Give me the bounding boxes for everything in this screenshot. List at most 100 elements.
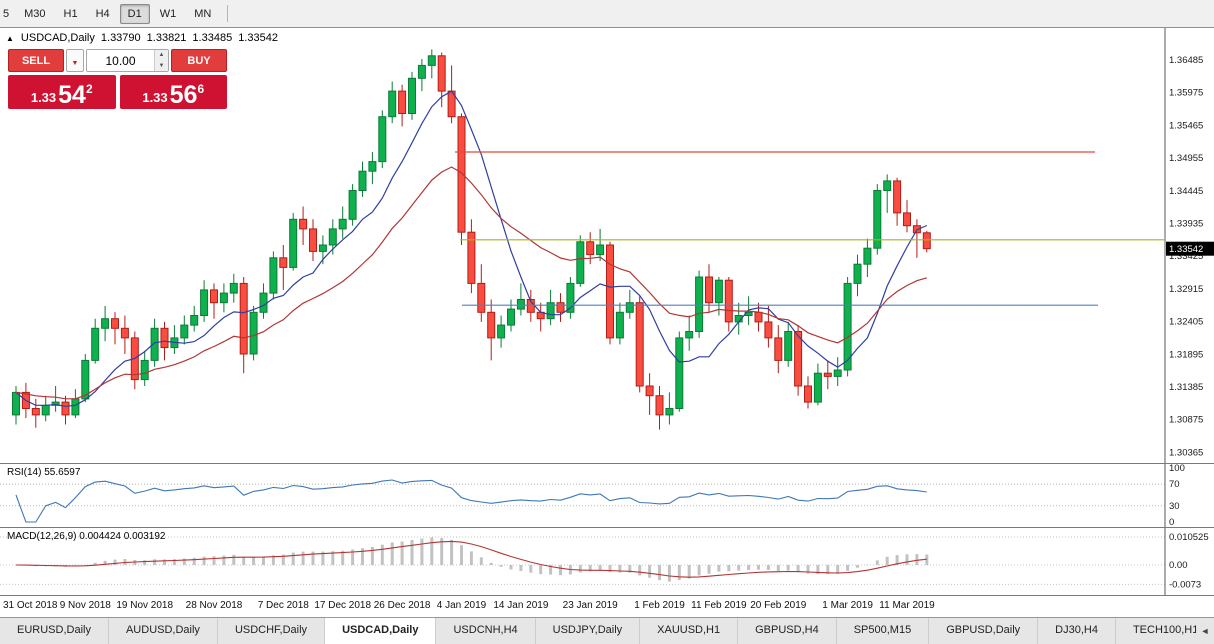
macd-histogram-bar [905,554,909,565]
chart-tab-dj30[interactable]: DJ30,H4 [1038,618,1116,644]
date-label: 11 Feb 2019 [691,600,747,611]
macd-histogram-bar [836,565,840,574]
timeframe-button-H1[interactable]: H1 [63,7,78,20]
rsi-canvas[interactable]: 100 70 30 0 [0,464,1214,527]
macd-histogram-bar [875,560,879,565]
bull-candle [229,282,238,294]
macd-histogram-bar [301,551,305,565]
timeframe-button-W1[interactable]: W1 [159,7,177,20]
price-tick-label: 1.31385 [1169,382,1203,393]
buy-button[interactable]: BUY [171,49,227,72]
chart-tab-eurusd[interactable]: EURUSD,Daily [0,618,109,644]
macd-histogram-bar [638,565,642,576]
macd-histogram-bar [806,565,810,574]
macd-histogram-bar [172,559,176,565]
macd-signal-line [15,540,927,578]
bull-candle [615,311,624,339]
volume-up-icon[interactable]: ▲ [155,50,168,61]
macd-histogram-bar [608,565,612,572]
tab-scroll-left-icon[interactable]: ◄ [1196,619,1214,644]
rsi-tick-label: 70 [1169,479,1180,490]
macd-histogram-bar [816,565,820,574]
sell-price-display[interactable]: 1.33 54 2 [8,75,116,109]
price-tick-label: 1.35465 [1169,120,1203,131]
date-label: 28 Nov 2018 [185,600,243,611]
timeframe-button-5[interactable]: 5 [3,7,10,20]
macd-histogram-bar [232,554,236,565]
rsi-panel: 100 70 30 0 RSI(14) 55.6597 [0,463,1214,527]
timeframe-button-D1[interactable]: D1 [119,3,150,24]
chart-tab-usdcad[interactable]: USDCAD,Daily [325,618,437,644]
chart-tab-sp500[interactable]: SP500,M15 [837,618,930,644]
macd-histogram-bar [271,555,275,565]
macd-histogram-bar [93,562,97,565]
macd-histogram-bar [370,547,374,565]
chart-tab-usdcnh[interactable]: USDCNH,H4 [436,618,536,644]
bull-candle [368,161,377,172]
macd-histogram-bar [677,565,681,581]
bear-candle [457,116,466,233]
timeframe-toolbar: 5 M30 H1 H4 D1 W1 MN [0,0,1214,28]
one-click-trading-toggle-icon[interactable]: ▲ [6,33,14,43]
timeframe-button-M30[interactable]: M30 [24,7,46,20]
sell-button[interactable]: SELL [8,49,64,72]
macd-name: MACD(12,26,9) [7,531,77,542]
volume-down-icon[interactable]: ▼ [155,60,168,71]
macd-tick-label: 0.010525 [1169,532,1209,543]
bull-candle [180,324,189,339]
ma-slow-line [15,166,927,400]
macd-histogram-bar [499,565,503,567]
macd-histogram-bar [163,559,166,565]
macd-histogram-bar [479,557,483,565]
volume-input[interactable] [87,50,154,71]
macd-histogram-bar [559,565,562,576]
macd-histogram-bar [658,565,661,581]
bear-candle [635,302,644,387]
volume-stepper: ▲ ▼ [154,50,168,71]
chart-tab-tech100[interactable]: TECH100,H1 [1116,618,1214,644]
bull-candle [408,77,416,114]
macd-histogram-bar [856,565,859,568]
chart-tab-xauusd[interactable]: XAUUSD,H1 [640,618,739,644]
price-tick-label: 1.32405 [1169,317,1203,328]
chart-tab-usdjpy[interactable]: USDJPY,Daily [536,618,641,644]
macd-histogram-bar [182,558,186,565]
bear-candle [705,276,713,304]
bull-candle [289,218,298,268]
price-tick-label: 1.30365 [1169,447,1203,458]
bear-candle [239,282,248,355]
macd-histogram-bar [529,565,533,573]
bull-candle [833,369,842,377]
macd-tick-label: -0.0073 [1169,579,1201,590]
chart-tab-audusd[interactable]: AUDUSD,Daily [109,618,218,644]
macd-histogram-bar [351,549,355,565]
macd-histogram-bar [885,556,889,565]
date-label: 11 Mar 2019 [879,600,935,611]
macd-histogram-bar [390,542,394,565]
price-tick-label: 1.30875 [1169,415,1203,426]
date-label: 23 Jan 2019 [562,600,618,611]
chart-tab-usdchf[interactable]: USDCHF,Daily [218,618,326,644]
buy-price-display[interactable]: 1.33 56 6 [119,75,227,109]
main-chart-canvas[interactable]: 1.36485 1.35975 1.35465 1.34955 1.34445 1.339… [0,28,1214,463]
bear-candle [774,337,783,361]
macd-signal-value: 0.003192 [123,531,166,542]
macd-histogram-bar [143,560,147,565]
bull-candle [101,318,110,329]
bear-candle [111,318,119,329]
bear-candle [61,401,70,416]
chart-tab-gbpusd[interactable]: GBPUSD,Daily [929,618,1039,644]
macd-histogram-bar [618,565,622,573]
ohlc-low: 1.33485 [192,32,233,44]
timeframe-button-H4[interactable]: H4 [95,7,110,20]
macd-histogram-bar [776,565,780,571]
bull-candle [813,372,822,403]
order-type-dropdown[interactable]: ▼ [66,49,84,72]
date-label: 1 Mar 2019 [822,600,873,611]
timeframe-button-MN[interactable]: MN [194,7,212,20]
date-label: 4 Jan 2019 [436,600,487,611]
bear-candle [754,311,763,323]
bear-candle [655,395,664,416]
macd-canvas[interactable]: 0.010525 0.00 -0.0073 [0,528,1214,595]
chart-tab-gbpusd[interactable]: GBPUSD,H4 [738,618,837,644]
